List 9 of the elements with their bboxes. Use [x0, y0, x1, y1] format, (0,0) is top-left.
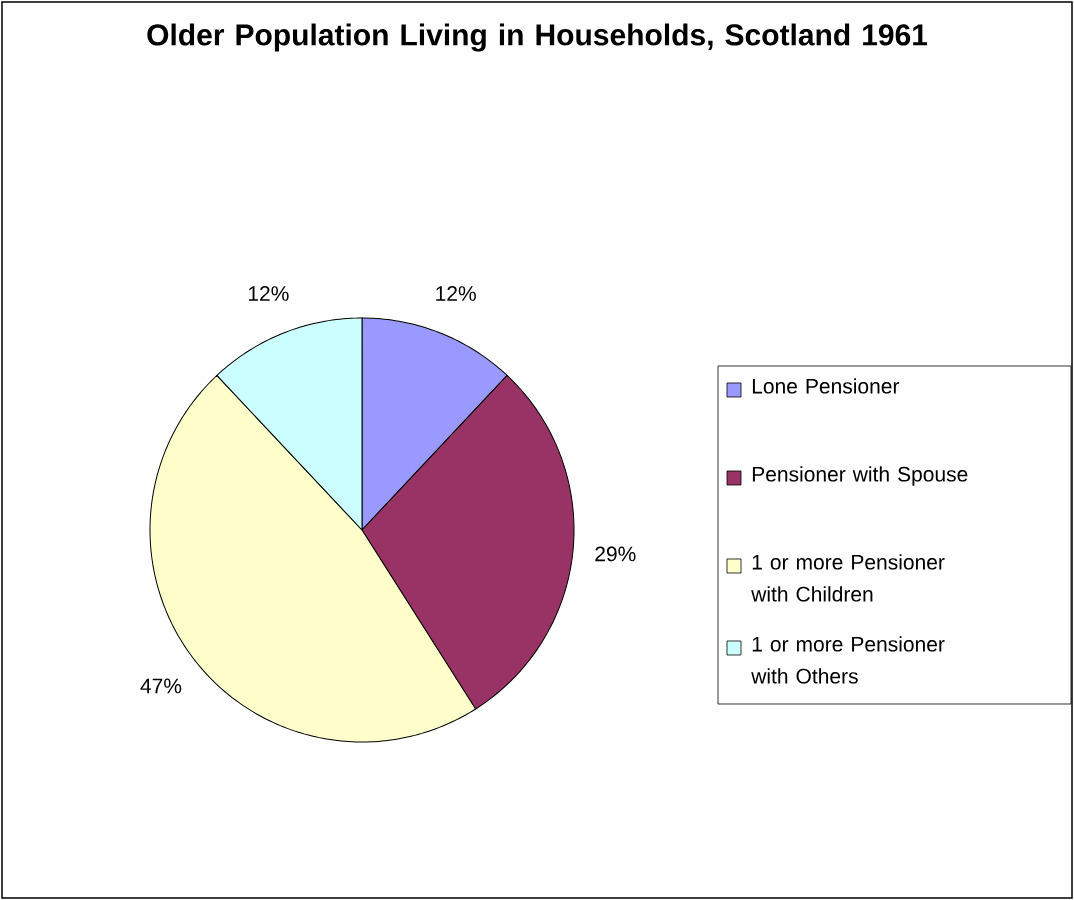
- data-label: 12%: [248, 286, 289, 301]
- legend-label: Lone Pensioner: [752, 378, 900, 394]
- legend-label: 1 or more Pensioner with Others: [751, 636, 945, 684]
- data-label: 12%: [436, 286, 476, 301]
- legend-label: Pensioner with Spouse: [752, 466, 968, 486]
- chart-title: Older Population Living in Households, Scotland 1961: [147, 23, 928, 52]
- legend-label: 1 or more Pensioner with Children: [751, 554, 945, 602]
- data-label: 47%: [140, 678, 182, 694]
- data-label: 29%: [595, 546, 636, 562]
